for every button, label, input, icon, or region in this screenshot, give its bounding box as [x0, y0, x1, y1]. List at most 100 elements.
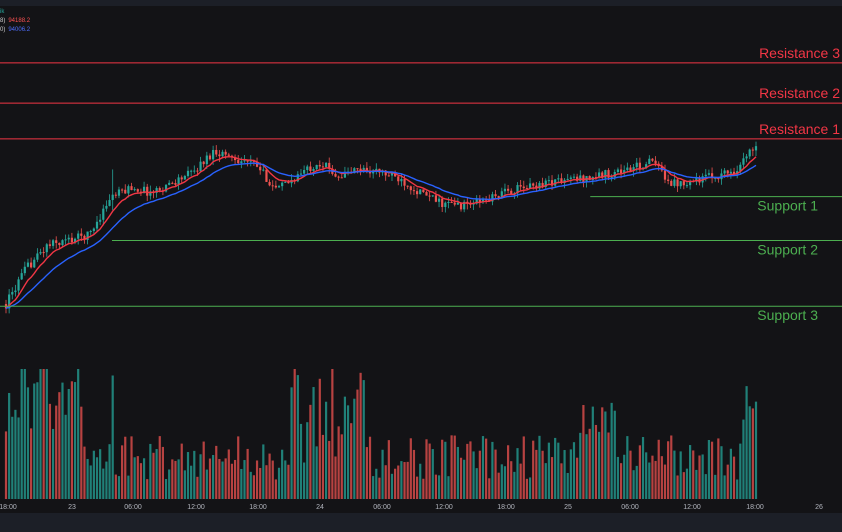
- candle: [441, 196, 444, 213]
- volume-bar: [441, 439, 444, 499]
- volume-bar: [23, 369, 26, 499]
- candle: [45, 243, 48, 257]
- candle: [30, 257, 33, 269]
- candle-body: [42, 252, 45, 254]
- level-resistance-1[interactable]: Resistance 1: [0, 121, 842, 140]
- candle: [33, 257, 36, 269]
- candle: [171, 181, 174, 185]
- volume-bar: [670, 435, 673, 499]
- candle: [105, 200, 108, 212]
- candle: [23, 261, 26, 276]
- candle-body: [8, 294, 11, 309]
- level-resistance-2[interactable]: Resistance 2: [0, 85, 842, 104]
- volume-bar: [701, 454, 704, 499]
- level-support-1[interactable]: Support 1: [590, 196, 842, 214]
- level-resistance-3[interactable]: Resistance 3: [0, 45, 842, 64]
- volume-bar: [20, 369, 23, 499]
- candle-body: [268, 181, 271, 186]
- volume-bar: [576, 457, 579, 499]
- candle-body: [544, 180, 547, 187]
- legend-symbol-text: ik: [0, 9, 5, 15]
- candle: [20, 268, 23, 280]
- volume-bar: [51, 428, 55, 499]
- candle: [73, 237, 77, 245]
- candle-body: [695, 177, 698, 182]
- volume-bar: [164, 479, 168, 499]
- volume-bar: [641, 437, 645, 499]
- volume-bar: [754, 401, 758, 499]
- volume-bar: [616, 456, 620, 499]
- volume-bar: [419, 463, 422, 499]
- candle-body: [707, 173, 711, 175]
- x-tick-label: 25: [564, 504, 572, 511]
- candle: [281, 181, 284, 191]
- volume-bar: [306, 422, 309, 499]
- volume-bar: [651, 455, 654, 499]
- candle-body: [535, 185, 538, 189]
- candle: [415, 187, 419, 199]
- volume-bar: [582, 405, 585, 499]
- candle: [337, 175, 340, 181]
- volume-bar: [732, 456, 736, 499]
- volume-bar: [246, 448, 249, 499]
- volume-bar: [572, 442, 576, 499]
- candle-body: [431, 195, 434, 197]
- candle: [397, 175, 400, 186]
- volume-bar: [667, 441, 670, 499]
- candle: [566, 174, 569, 181]
- candle-body: [623, 170, 626, 174]
- volume-bar: [199, 454, 202, 499]
- candle-body: [208, 155, 212, 160]
- volume-bar: [613, 410, 616, 499]
- candle-body: [491, 194, 494, 202]
- candle: [623, 165, 626, 178]
- candle-body: [745, 156, 748, 159]
- candle-body: [698, 177, 701, 183]
- volume-bar: [607, 432, 610, 499]
- candle: [481, 197, 485, 205]
- volume-bar: [400, 461, 403, 499]
- candle-body: [296, 174, 299, 182]
- candle: [670, 179, 673, 187]
- candle: [77, 230, 80, 245]
- volume-bar: [186, 452, 190, 499]
- candle: [409, 185, 412, 195]
- volume-bar: [707, 440, 711, 499]
- candle-body: [682, 181, 685, 186]
- candle-body: [434, 195, 438, 202]
- candle: [318, 160, 321, 171]
- volume-bar: [36, 382, 39, 499]
- level-support-3[interactable]: Support 3: [0, 305, 842, 323]
- candle: [274, 180, 277, 189]
- volume-bar: [729, 448, 732, 499]
- volume-bar: [513, 471, 516, 499]
- candle-body: [168, 182, 171, 185]
- candle-body: [547, 180, 550, 182]
- candle-body: [510, 190, 513, 195]
- time-axis[interactable]: 18:00 23 06:00 12:00 18:00 24 06:00 12:00 18:00 2…: [0, 499, 842, 518]
- candle: [284, 181, 287, 183]
- volume-bar: [437, 475, 441, 499]
- candle-body: [532, 183, 535, 186]
- volume-bar: [494, 449, 497, 499]
- volume-bar: [121, 445, 124, 499]
- candle: [378, 168, 381, 178]
- volume-bar: [318, 378, 321, 499]
- volume-bar: [676, 475, 679, 499]
- volume-bar: [648, 462, 651, 499]
- volume-bar: [89, 465, 92, 499]
- candle-body: [80, 233, 83, 236]
- candle-body: [569, 177, 572, 179]
- volume-bar: [412, 449, 416, 499]
- candle-body: [362, 167, 365, 171]
- volume-pane: [4, 369, 758, 499]
- candle: [525, 185, 529, 190]
- candle-body: [92, 228, 95, 232]
- level-support-2[interactable]: Support 2: [111, 239, 842, 257]
- candle: [707, 169, 711, 176]
- volume-bar: [265, 465, 268, 499]
- volume-bar: [547, 442, 550, 499]
- candle-body: [61, 240, 64, 246]
